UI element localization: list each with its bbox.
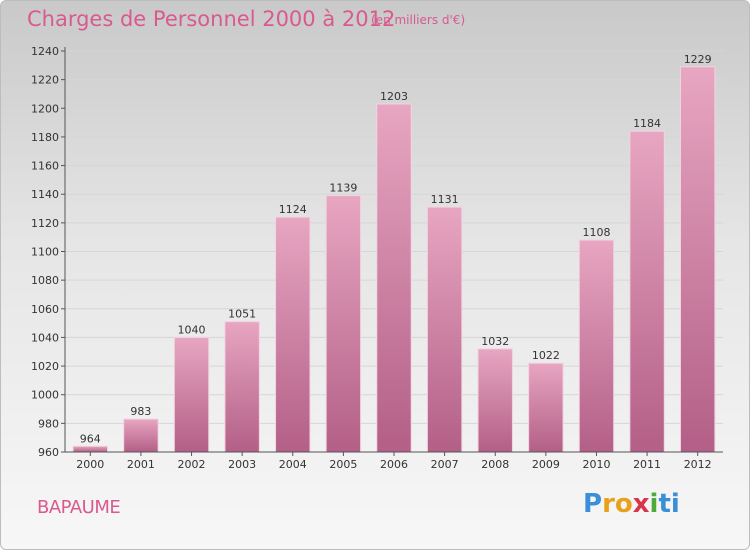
bar	[173, 336, 210, 453]
bar	[275, 216, 311, 453]
y-tick-label: 1060	[31, 303, 59, 316]
x-tick-label: 2009	[532, 458, 560, 471]
bar	[376, 103, 412, 453]
y-tick-label: 1020	[31, 360, 59, 373]
bar-value-label: 1022	[532, 349, 560, 362]
y-tick-label: 1160	[31, 160, 59, 173]
axes	[64, 47, 723, 453]
y-tick-label: 1000	[31, 389, 59, 402]
y-tick-label: 1100	[31, 246, 59, 259]
bar	[679, 66, 716, 453]
bar-value-label: 1229	[684, 53, 712, 66]
chart-title: Charges de Personnel 2000 à 2012	[27, 7, 396, 31]
x-tick-label: 2002	[178, 458, 206, 471]
bar-value-label: 1108	[582, 226, 610, 239]
city-name: BAPAUME	[37, 497, 121, 518]
y-tick-label: 960	[38, 446, 59, 459]
y-tick-label: 1040	[31, 331, 59, 344]
bar	[123, 418, 159, 453]
x-tick-label: 2006	[380, 458, 408, 471]
bar-value-label: 1032	[481, 335, 509, 348]
x-tick-label: 2000	[76, 458, 104, 471]
y-tick-label: 1220	[31, 74, 59, 87]
y-tick-label: 1120	[31, 217, 59, 230]
y-axis-ticks: 960 980 1000 1020 1040 1060 1080 1100 1120 1140 11…	[31, 45, 65, 459]
bar	[426, 206, 463, 453]
bar	[72, 445, 109, 453]
bar	[477, 348, 513, 453]
bar-value-label: 1131	[431, 193, 459, 206]
logo-letter-4: x	[632, 489, 650, 519]
x-tick-label: 2001	[127, 458, 155, 471]
x-tick-label: 2003	[228, 458, 256, 471]
x-tick-label: 2012	[684, 458, 712, 471]
bar	[528, 362, 564, 453]
bar-value-label: 983	[130, 405, 151, 418]
bar	[578, 239, 615, 453]
x-tick-label: 2011	[633, 458, 661, 471]
x-tick-label: 2004	[279, 458, 307, 471]
bar	[629, 130, 665, 453]
x-tick-label: 2010	[582, 458, 610, 471]
logo-letter-2: r	[602, 489, 615, 519]
logo-letter-3: o	[614, 489, 633, 519]
x-axis-ticks: 2000 2001 2002 2003 2004 2005 2006 2007 2008 2009…	[76, 452, 712, 471]
bar-value-label: 1203	[380, 90, 408, 103]
y-tick-label: 1200	[31, 102, 59, 115]
y-tick-label: 1080	[31, 274, 59, 287]
y-tick-label: 1240	[31, 45, 59, 58]
bar	[224, 321, 260, 453]
x-tick-label: 2007	[431, 458, 459, 471]
bar-value-label: 1051	[228, 308, 256, 321]
logo-letter-5: i	[649, 489, 659, 519]
bar	[325, 195, 362, 453]
logo-letter-1: P	[583, 489, 603, 519]
bar-value-label: 1124	[279, 203, 307, 216]
bar-value-label: 1184	[633, 117, 661, 130]
x-tick-label: 2005	[329, 458, 357, 471]
y-tick-label: 1180	[31, 131, 59, 144]
y-tick-label: 1140	[31, 188, 59, 201]
bars: 964 983 1040 1051 1124 1139 1203 1131 1032 1022 11…	[72, 53, 716, 453]
chart-subtitle: (en milliers d'€)	[371, 13, 466, 27]
x-tick-label: 2008	[481, 458, 509, 471]
bar-value-label: 964	[80, 432, 101, 445]
bar-value-label: 1139	[329, 182, 357, 195]
logo-letter-6: ti	[658, 489, 680, 519]
proxiti-logo: Proxiti	[583, 489, 680, 519]
y-tick-label: 980	[38, 417, 59, 430]
bar-value-label: 1040	[178, 323, 206, 336]
